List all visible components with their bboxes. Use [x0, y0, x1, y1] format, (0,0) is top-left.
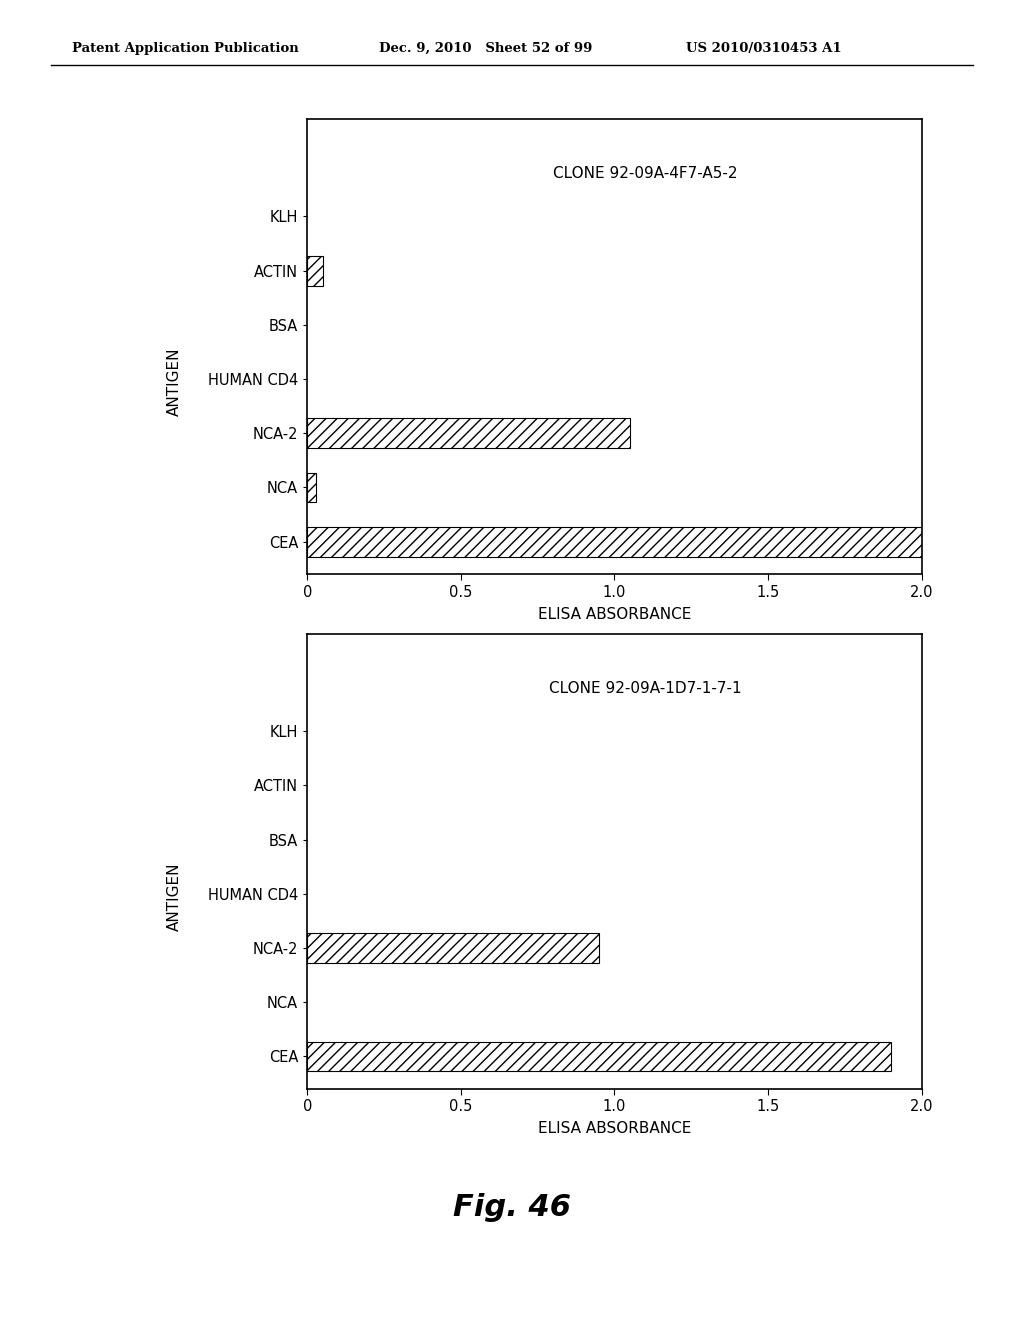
Bar: [307, 1041, 891, 1072]
Bar: [307, 256, 323, 285]
X-axis label: ELISA ABSORBANCE: ELISA ABSORBANCE: [538, 1122, 691, 1137]
Text: ANTIGEN: ANTIGEN: [167, 348, 181, 416]
Text: Dec. 9, 2010   Sheet 52 of 99: Dec. 9, 2010 Sheet 52 of 99: [379, 42, 592, 55]
Text: Fig. 46: Fig. 46: [453, 1193, 571, 1222]
Text: ANTIGEN: ANTIGEN: [167, 863, 181, 931]
Text: CLONE 92-09A-1D7-1-7-1: CLONE 92-09A-1D7-1-7-1: [549, 681, 741, 696]
Text: CLONE 92-09A-4F7-A5-2: CLONE 92-09A-4F7-A5-2: [553, 166, 737, 181]
Bar: [307, 418, 630, 449]
Text: US 2010/0310453 A1: US 2010/0310453 A1: [686, 42, 842, 55]
Bar: [307, 527, 922, 557]
X-axis label: ELISA ABSORBANCE: ELISA ABSORBANCE: [538, 607, 691, 622]
Text: Patent Application Publication: Patent Application Publication: [72, 42, 298, 55]
Bar: [307, 933, 599, 964]
Bar: [307, 473, 316, 503]
